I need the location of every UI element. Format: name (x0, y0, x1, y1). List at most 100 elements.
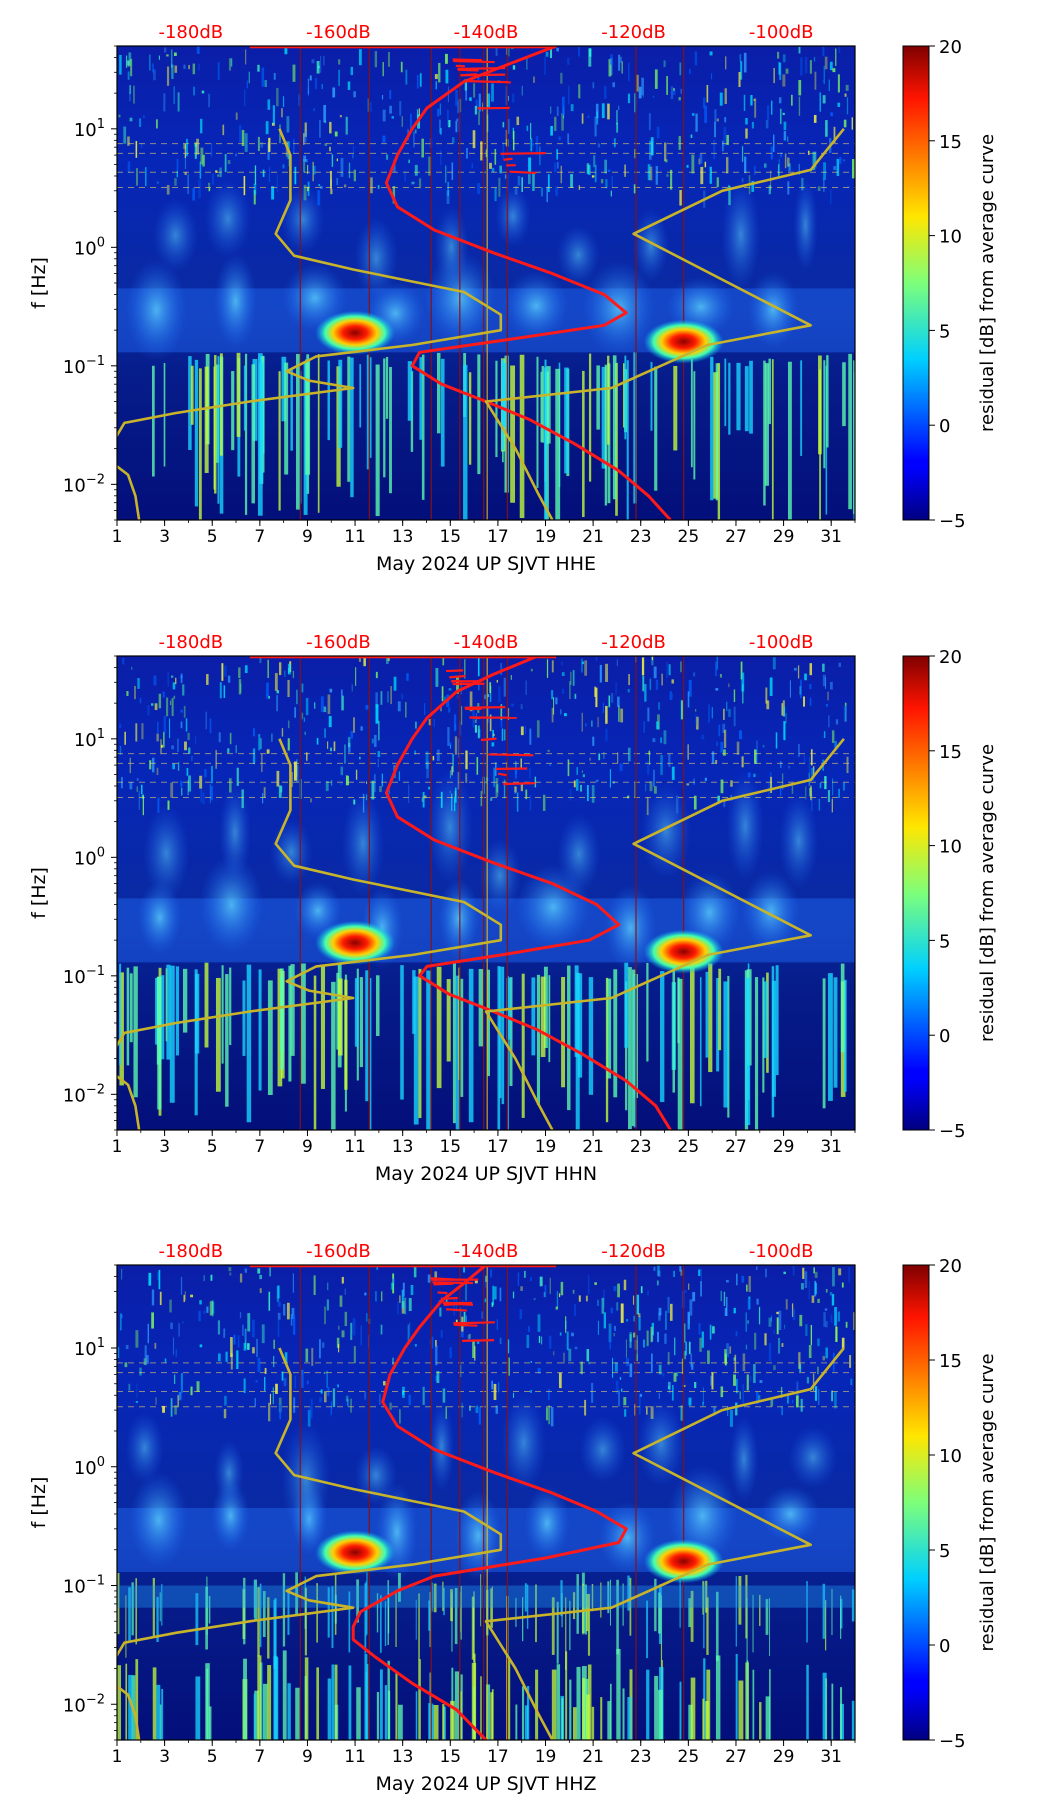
colorbar-tick-label: −5 (939, 1121, 966, 1142)
x-tick-label: 19 (535, 1747, 557, 1767)
hf-speckle (449, 742, 451, 745)
hf-speckle (157, 722, 159, 734)
hf-speckle (410, 114, 412, 130)
x-tick-label: 31 (820, 1747, 842, 1767)
hf-speckle (600, 665, 602, 683)
hf-speckle (633, 1316, 635, 1322)
hf-speckle (352, 684, 353, 691)
x-tick-label: 21 (582, 1747, 604, 1767)
hf-speckle (689, 1342, 691, 1354)
hf-speckle (591, 1383, 593, 1403)
hf-speckle (258, 734, 260, 750)
hf-speckle (525, 680, 526, 695)
hf-speckle (612, 82, 615, 87)
hf-speckle (567, 134, 569, 145)
lf-streak (562, 1698, 564, 1740)
hf-speckle (127, 136, 130, 145)
lf-streak (747, 1660, 749, 1740)
hf-speckle (508, 48, 509, 56)
lf-streak (826, 355, 828, 447)
colorbar-tick-label: 20 (939, 1256, 962, 1277)
hf-speckle (588, 116, 589, 118)
hf-speckle (283, 1304, 285, 1315)
hf-speckle (561, 1282, 564, 1295)
hf-speckle (304, 718, 305, 722)
hf-speckle (331, 1401, 332, 1414)
hf-speckle (253, 748, 255, 764)
hf-speckle (587, 1349, 590, 1361)
hf-speckle (713, 140, 715, 160)
hf-speckle (791, 95, 792, 106)
hf-speckle (720, 674, 722, 678)
lf-streak (366, 1672, 368, 1740)
hf-speckle (753, 774, 755, 777)
colorbar-gradient (903, 656, 929, 1130)
hf-speckle (784, 131, 786, 140)
hf-speckle (387, 691, 388, 702)
hf-speckle (774, 68, 775, 83)
hf-speckle (381, 1291, 382, 1301)
hf-speckle (421, 139, 424, 158)
hf-speckle (363, 794, 364, 813)
hf-speckle (830, 189, 831, 204)
hf-speckle (172, 698, 174, 716)
hf-speckle (247, 80, 248, 88)
hf-speckle (557, 1291, 558, 1308)
hf-speckle (628, 689, 630, 692)
hf-speckle (204, 1275, 205, 1281)
hf-speckle (174, 696, 176, 699)
hf-speckle (498, 1382, 499, 1392)
hf-speckle (787, 158, 790, 167)
hf-speckle (843, 159, 844, 161)
hf-speckle (260, 1288, 262, 1293)
lf-streak (520, 355, 525, 518)
hf-speckle (178, 1395, 179, 1407)
average-psd-spike (488, 754, 533, 755)
hf-speckle (633, 1296, 634, 1305)
lf-streak (251, 364, 254, 503)
hf-speckle (628, 748, 631, 762)
hf-speckle (174, 86, 175, 104)
hf-speckle (264, 787, 266, 798)
hf-speckle (224, 685, 226, 698)
lf-streak (706, 972, 709, 1058)
hf-speckle (642, 657, 644, 675)
hf-speckle (595, 165, 597, 183)
lf-streak (314, 976, 317, 1140)
lf-streak (605, 365, 607, 506)
hf-speckle (736, 1331, 738, 1336)
hf-speckle (817, 1339, 819, 1347)
hf-speckle (130, 118, 133, 122)
hf-speckle (781, 1343, 783, 1347)
hf-speckle (374, 735, 377, 747)
hf-speckle (433, 756, 435, 760)
hf-speckle (770, 678, 773, 696)
top-db-label: -140dB (454, 632, 519, 653)
hf-speckle (465, 773, 467, 783)
hf-speckle (641, 1286, 643, 1293)
lf-streak (469, 372, 471, 464)
hf-speckle (188, 775, 191, 791)
hf-speckle (287, 116, 290, 132)
lf-streak (716, 1655, 720, 1740)
y-tick-label: 101 (74, 1336, 105, 1360)
hf-speckle (428, 1274, 431, 1282)
hf-speckle (187, 733, 189, 740)
hf-speckle (495, 149, 497, 165)
lf-streak (408, 361, 412, 421)
hf-speckle (278, 1320, 279, 1337)
hf-speckle (809, 663, 812, 675)
lf-streak (575, 965, 579, 1057)
hf-speckle (532, 143, 534, 146)
hf-speckle (364, 1293, 366, 1296)
hf-speckle (522, 86, 523, 96)
lf-streak (708, 964, 712, 1072)
hf-speckle (415, 165, 418, 176)
colorbar-tick-label: −5 (939, 511, 966, 532)
hf-speckle (314, 702, 315, 708)
hf-speckle (293, 1273, 294, 1293)
hf-speckle (570, 174, 573, 188)
lf-streak (195, 360, 198, 507)
hf-speckle (350, 1323, 352, 1340)
